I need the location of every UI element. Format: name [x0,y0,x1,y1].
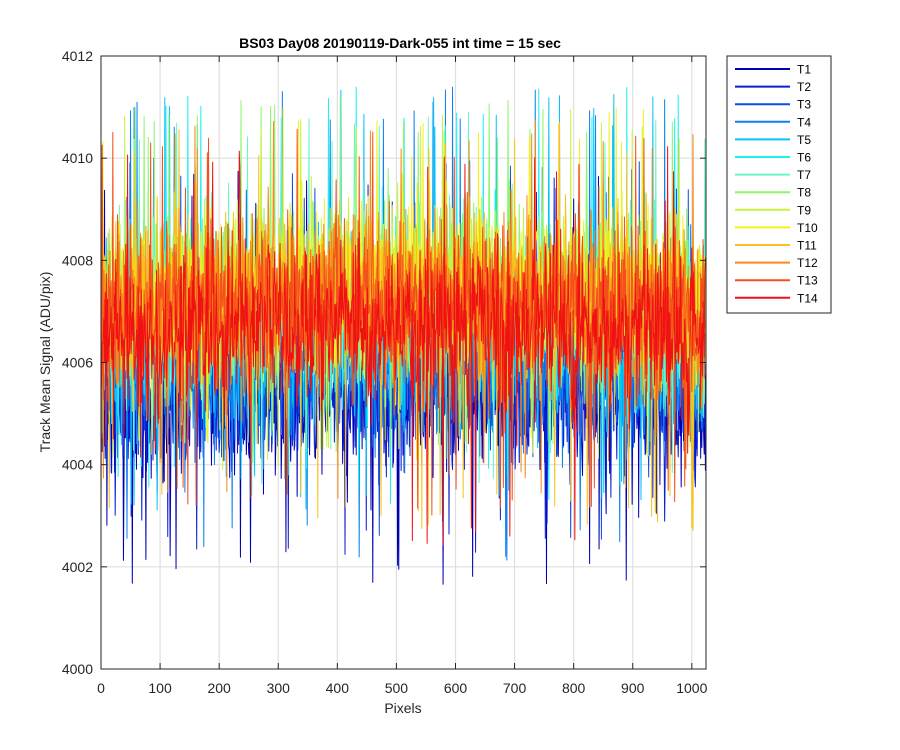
legend-label-t3: T3 [797,98,811,112]
y-tick-label: 4006 [62,355,93,371]
x-tick-label: 600 [444,680,468,696]
legend-label-t7: T7 [797,168,811,182]
legend-label-t13: T13 [797,274,818,288]
x-tick-label: 900 [621,680,645,696]
x-tick-label: 400 [326,680,350,696]
legend-label-t1: T1 [797,63,811,77]
x-tick-label: 700 [503,680,527,696]
y-tick-label: 4000 [62,661,93,677]
x-axis-title: Pixels [384,700,421,716]
legend-label-t14: T14 [797,291,818,305]
y-tick-label: 4002 [62,559,93,575]
x-tick-label: 500 [385,680,409,696]
x-tick-label: 1000 [676,680,707,696]
y-tick-label: 4008 [62,252,93,268]
legend-label-t9: T9 [797,203,811,217]
y-axis-title: Track Mean Signal (ADU/pix) [37,272,53,453]
x-tick-label: 800 [562,680,586,696]
legend-label-t6: T6 [797,151,811,165]
legend: T1 T2 T3 T4 T5 T6 T7 T8 T9 T10 T11 T12 T13 T14 [726,55,832,314]
legend-label-t2: T2 [797,80,811,94]
legend-label-t12: T12 [797,256,818,270]
y-tick-label: 4012 [62,48,93,64]
legend-label-t4: T4 [797,115,811,129]
ticks [100,55,706,670]
legend-label-t10: T10 [797,221,818,235]
x-tick-label: 200 [207,680,231,696]
legend-box [726,55,832,314]
y-tick-label: 4010 [62,150,93,166]
series-layer [101,86,706,585]
legend-label-t5: T5 [797,133,811,147]
x-tick-label: 0 [97,680,105,696]
series-line-t14 [101,146,706,546]
x-tick-label: 100 [148,680,172,696]
tick-labels: 0 100 200 300 400 500 600 700 800 900 1000 4000 4002… [62,48,708,696]
chart-title: BS03 Day08 20190119-Dark-055 int time = … [239,35,561,51]
y-tick-label: 4004 [62,457,93,473]
legend-label-t8: T8 [797,186,811,200]
x-tick-label: 300 [267,680,291,696]
legend-label-t11: T11 [797,239,817,253]
